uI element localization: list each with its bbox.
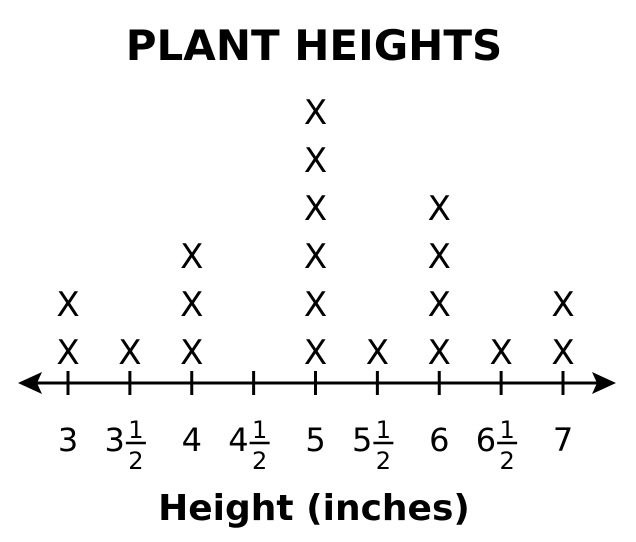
tick-label: 6 1 2 bbox=[476, 416, 518, 475]
tick-label: 4 1 2 bbox=[228, 416, 270, 475]
tick-label-whole: 6 bbox=[476, 421, 496, 459]
x-mark: X bbox=[489, 333, 512, 373]
x-mark: X bbox=[428, 333, 451, 373]
x-mark: X bbox=[428, 189, 451, 229]
left-arrow-icon bbox=[18, 372, 42, 394]
tick-label-whole: 6 bbox=[429, 421, 449, 459]
tick-label-whole: 3 bbox=[58, 421, 78, 459]
x-mark: X bbox=[56, 285, 79, 325]
tick-label-numerator: 1 bbox=[252, 416, 267, 444]
tick-label-denominator: 2 bbox=[252, 447, 267, 475]
tick-label: 5 1 2 bbox=[352, 416, 394, 475]
right-arrow-icon bbox=[592, 372, 616, 394]
x-mark: X bbox=[304, 285, 327, 325]
tick-label: 7 bbox=[553, 421, 573, 459]
x-mark: X bbox=[304, 189, 327, 229]
ticks: 3 3 124 4 125 5 126 6 127 bbox=[58, 371, 573, 475]
x-mark: X bbox=[304, 93, 327, 133]
x-mark: X bbox=[551, 285, 574, 325]
tick-label: 4 bbox=[182, 421, 202, 459]
tick-label-denominator: 2 bbox=[376, 447, 391, 475]
tick-label-whole: 4 bbox=[182, 421, 202, 459]
tick-label-denominator: 2 bbox=[499, 447, 514, 475]
x-mark: X bbox=[428, 237, 451, 277]
x-mark: X bbox=[118, 333, 141, 373]
tick-label: 5 bbox=[305, 421, 325, 459]
tick-label-numerator: 1 bbox=[376, 416, 391, 444]
x-mark: X bbox=[56, 333, 79, 373]
number-line: 3 3 124 4 125 5 126 6 127 bbox=[18, 371, 616, 475]
x-mark: X bbox=[428, 285, 451, 325]
tick-label-whole: 5 bbox=[305, 421, 325, 459]
tick-label-numerator: 1 bbox=[499, 416, 514, 444]
tick-label-denominator: 2 bbox=[128, 447, 143, 475]
tick-label-numerator: 1 bbox=[128, 416, 143, 444]
x-mark: X bbox=[304, 333, 327, 373]
x-mark: X bbox=[180, 285, 203, 325]
tick-label-whole: 4 bbox=[228, 421, 248, 459]
tick-label-whole: 7 bbox=[553, 421, 573, 459]
x-mark: X bbox=[180, 333, 203, 373]
tick-label-whole: 5 bbox=[352, 421, 372, 459]
tick-label-whole: 3 bbox=[105, 421, 125, 459]
x-mark: X bbox=[180, 237, 203, 277]
x-axis-label: Height (inches) bbox=[158, 488, 470, 529]
tick-label: 6 bbox=[429, 421, 449, 459]
x-mark: X bbox=[304, 237, 327, 277]
x-mark: X bbox=[304, 141, 327, 181]
x-mark: X bbox=[366, 333, 389, 373]
x-mark: X bbox=[551, 333, 574, 373]
chart-title: PLANT HEIGHTS bbox=[126, 21, 502, 70]
tick-label: 3 bbox=[58, 421, 78, 459]
tick-label: 3 1 2 bbox=[105, 416, 146, 475]
